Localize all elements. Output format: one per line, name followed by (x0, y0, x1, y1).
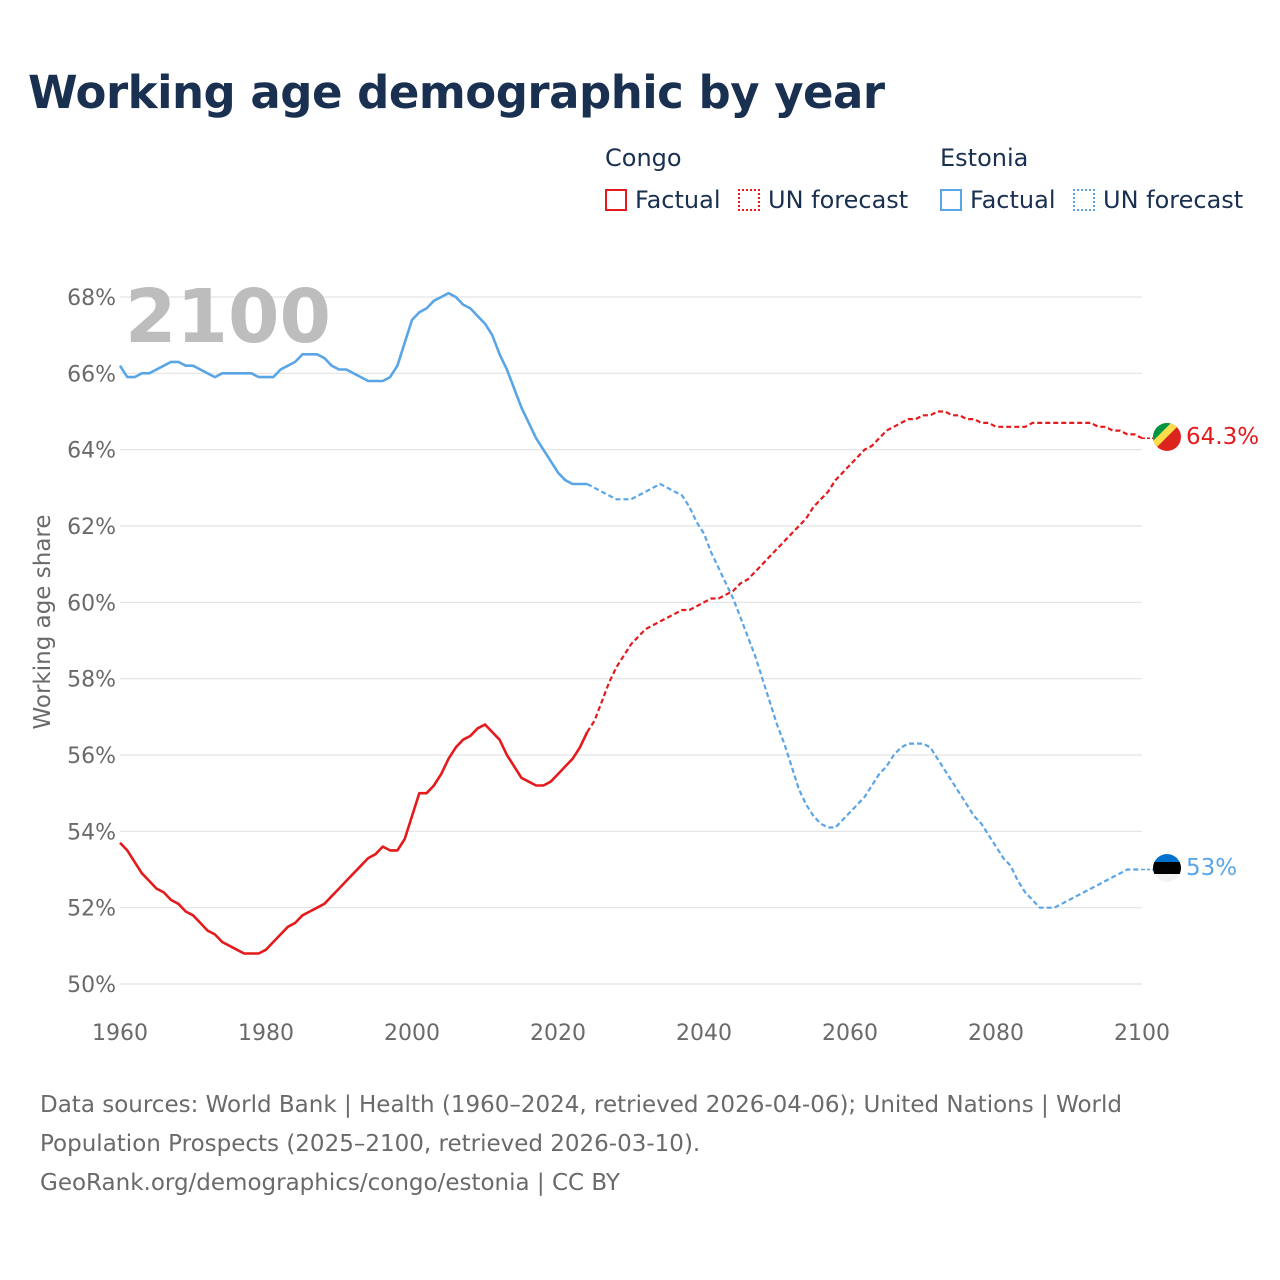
congo-end-label: 64.3% (1186, 424, 1259, 450)
legend-congo-factual-label: Factual (635, 186, 721, 214)
y-tick-label-58: 58% (67, 668, 116, 693)
y-axis-label: Working age share (30, 514, 56, 729)
estonia-forecast-line[interactable] (586, 482, 1142, 909)
footer-credit[interactable]: GeoRank.org/demographics/congo/estonia |… (40, 1170, 620, 1196)
legend-congo-forecast-label: UN forecast (768, 186, 909, 214)
y-tick-label-64: 64% (67, 439, 116, 464)
legend-estonia-factual[interactable]: Factual (940, 186, 1056, 214)
footer-sources: Data sources: World Bank | Health (1960–… (40, 1092, 1122, 1157)
estonia-flag-blue (1153, 854, 1181, 862)
legend-estonia-factual-swatch (940, 189, 962, 211)
y-tick-label-68: 68% (67, 286, 116, 311)
legend-estonia-forecast-swatch (1073, 189, 1095, 211)
estonia-factual-line[interactable] (118, 291, 588, 486)
legend-group-congo: Congo (605, 144, 682, 172)
y-tick-label-50: 50% (67, 973, 116, 998)
estonia-flag-marker (1153, 854, 1181, 882)
legend-congo-factual[interactable]: Factual (605, 186, 721, 214)
estonia-flag-black (1153, 862, 1181, 874)
y-tick-label-60: 60% (67, 591, 116, 616)
legend-group-estonia: Estonia (940, 144, 1029, 172)
estonia-flag-white (1153, 874, 1181, 882)
x-tick-label-2040: 2040 (676, 1021, 732, 1046)
legend-congo-forecast[interactable]: UN forecast (738, 186, 908, 214)
congo-factual-line[interactable] (119, 723, 589, 955)
x-tick-label-2020: 2020 (530, 1021, 586, 1046)
legend-congo-forecast-swatch (738, 189, 760, 211)
legend-congo-factual-swatch (605, 189, 627, 211)
legend-estonia-factual-label: Factual (970, 186, 1056, 214)
legend-estonia-forecast[interactable]: UN forecast (1073, 186, 1243, 214)
x-tick-label-1960: 1960 (92, 1021, 148, 1046)
x-tick-label-2000: 2000 (384, 1021, 440, 1046)
x-tick-label-1980: 1980 (238, 1021, 294, 1046)
year-badge: 2100 (125, 274, 331, 360)
y-tick-label-66: 66% (67, 362, 116, 387)
x-tick-label-2060: 2060 (822, 1021, 878, 1046)
x-tick-label-2080: 2080 (968, 1021, 1024, 1046)
legend-estonia-forecast-label: UN forecast (1103, 186, 1244, 214)
chart-title: Working age demographic by year (28, 66, 885, 119)
y-tick-label-52: 52% (67, 897, 116, 922)
congo-forecast-line[interactable] (586, 410, 1143, 733)
line-chart: 50% 52% 54% 56% 58% 60% 62% 64% 66% 68% 1960 1980 20… (30, 274, 1259, 1046)
congo-flag-marker (1153, 423, 1181, 451)
x-tick-label-2100: 2100 (1114, 1021, 1170, 1046)
y-tick-label-56: 56% (67, 744, 116, 769)
y-tick-label-54: 54% (67, 820, 116, 845)
estonia-end-label: 53% (1186, 855, 1237, 881)
y-tick-label-62: 62% (67, 515, 116, 540)
footer: Data sources: World Bank | Health (1960–… (40, 1086, 1220, 1203)
